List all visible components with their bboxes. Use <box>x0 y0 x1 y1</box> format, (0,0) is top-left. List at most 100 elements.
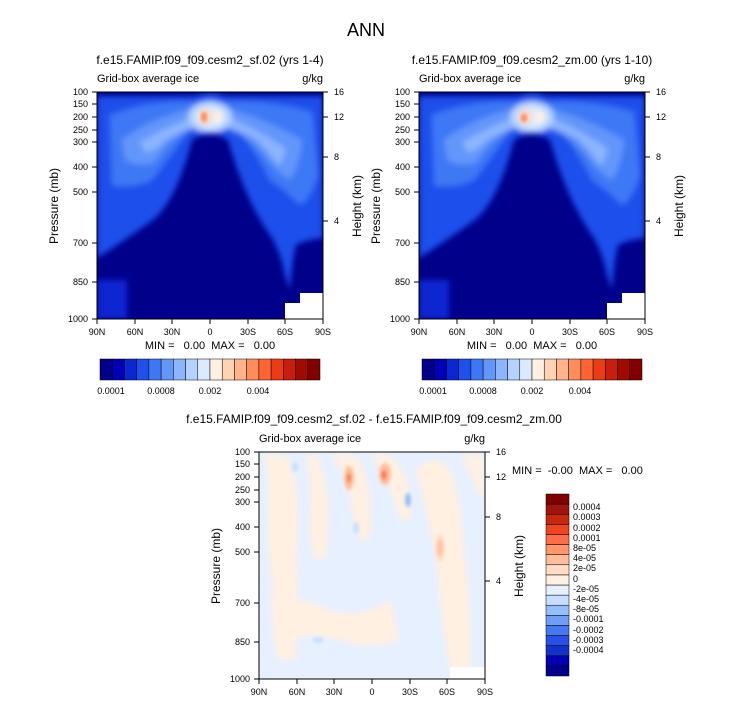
colorbar-label: -8e-05 <box>573 604 599 614</box>
colorbar-swatch <box>545 635 570 646</box>
colorbar-swatch <box>545 493 570 505</box>
colorbar-swatch <box>592 358 606 381</box>
colorbar <box>545 493 570 677</box>
colorbar-swatch <box>545 524 570 535</box>
colorbar-swatch <box>197 358 211 381</box>
colorbar-label: 0.002 <box>521 386 544 396</box>
y-tick-label: 100 <box>395 87 410 97</box>
x-tick-label: 0 <box>529 327 534 337</box>
colorbar-label: 0.0001 <box>573 533 601 543</box>
y-tick-label: 700 <box>395 238 410 248</box>
x-tick-label: 60S <box>277 327 293 337</box>
y-right-tick-label: 16 <box>656 87 666 97</box>
colorbar-swatch <box>136 358 150 381</box>
colorbar-swatch <box>545 625 570 636</box>
colorbar-label: 8e-05 <box>573 543 596 553</box>
colorbar-swatch <box>545 604 570 616</box>
contour-field <box>97 92 323 319</box>
y-right-tick-label: 12 <box>496 472 506 482</box>
min-max-label: MIN = -0.00 MAX = 0.00 <box>512 465 643 477</box>
min-max-label: MIN = 0.00 MAX = 0.00 <box>145 340 275 352</box>
colorbar-swatch <box>545 574 570 586</box>
colorbar-swatch <box>545 513 570 525</box>
x-tick-label: 90S <box>637 327 653 337</box>
colorbar-labels: 0.0004 0.0003 0.0002 0.0001 8e-05 4e-05 … <box>573 502 604 655</box>
panel-title: f.e15.FAMIP.f09_f09.cesm2_sf.02 - f.e15.… <box>186 412 562 426</box>
panel-difference: f.e15.FAMIP.f09_f09.cesm2_sf.02 - f.e15.… <box>186 412 643 697</box>
y-axis-title: Pressure (mb) <box>369 168 383 244</box>
y-tick-label: 200 <box>73 112 88 122</box>
y-tick-label: 300 <box>73 137 88 147</box>
x-tick-label: 90N <box>89 327 106 337</box>
contour-field <box>259 452 485 679</box>
colorbar-swatch <box>173 358 186 381</box>
colorbar-swatch <box>148 358 162 381</box>
y-axis-left: 100 150 200 250 300 400 500 700 850 1000… <box>47 87 97 324</box>
x-tick-label: 60N <box>449 327 466 337</box>
colorbar-label: -0.0003 <box>573 635 604 645</box>
y-tick-label: 250 <box>395 125 410 135</box>
y-right-axis-title: Height (km) <box>672 175 686 237</box>
colorbar-label: -0.0002 <box>573 625 604 635</box>
y-axis-title: Pressure (mb) <box>47 168 61 244</box>
colorbar-label: -0.0001 <box>573 614 604 624</box>
colorbar-swatch <box>556 358 569 381</box>
x-tick-label: 30S <box>402 687 418 697</box>
y-tick-label: 250 <box>73 125 88 135</box>
colorbar-label: 0 <box>573 574 578 584</box>
y-right-tick-label: 4 <box>496 576 501 586</box>
y-tick-label: 850 <box>395 277 410 287</box>
colorbar-swatch <box>185 358 199 381</box>
colorbar-swatch <box>545 594 570 606</box>
colorbar-swatch <box>545 534 570 545</box>
units-label: g/kg <box>624 73 645 85</box>
y-tick-label: 200 <box>235 472 250 482</box>
y-right-tick-label: 16 <box>334 87 344 97</box>
y-axis-left: 100 150 200 250 300 400 500 700 850 1000… <box>369 87 419 324</box>
panel-title: f.e15.FAMIP.f09_f09.cesm2_sf.02 (yrs 1-4… <box>96 53 323 67</box>
colorbar-label: 0.0008 <box>147 386 175 396</box>
x-tick-label: 90N <box>411 327 428 337</box>
colorbar-swatch <box>458 358 472 381</box>
colorbar-swatch <box>446 358 459 381</box>
y-right-axis-title: Height (km) <box>512 535 526 597</box>
colorbar-swatch <box>160 358 174 381</box>
x-tick-label: 30N <box>486 327 503 337</box>
colorbar-swatch <box>545 584 570 596</box>
x-axis: 90N 60N 30N 0 30S 60S 90S <box>411 319 653 337</box>
colorbar-label: 0.0008 <box>469 386 497 396</box>
colorbar-label: 0.0001 <box>419 386 447 396</box>
y-axis-right: 16 12 8 4 Height (km) <box>485 447 526 597</box>
colorbar-swatch <box>531 358 545 381</box>
colorbar-swatch <box>545 554 570 566</box>
x-tick-label: 90N <box>251 687 268 697</box>
panel-zm00: f.e15.FAMIP.f09_f09.cesm2_zm.00 (yrs 1-1… <box>369 53 686 396</box>
y-tick-label: 1000 <box>68 314 88 324</box>
y-tick-label: 200 <box>395 112 410 122</box>
y-tick-label: 700 <box>73 238 88 248</box>
y-tick-label: 150 <box>235 459 250 469</box>
colorbar-swatch <box>545 503 570 515</box>
colorbar-swatch <box>124 358 137 381</box>
y-tick-label: 300 <box>235 497 250 507</box>
colorbar-label: 0.004 <box>569 386 592 396</box>
colorbar-label: 0.0003 <box>573 512 601 522</box>
x-tick-label: 30S <box>562 327 578 337</box>
colorbar-swatch <box>283 358 296 381</box>
colorbar-label: 0.0002 <box>573 523 601 533</box>
colorbar-swatch <box>209 358 223 381</box>
colorbar-swatch <box>221 358 235 381</box>
colorbar-label: 4e-05 <box>573 553 596 563</box>
colorbar-swatch <box>580 358 594 381</box>
x-tick-label: 60N <box>289 687 306 697</box>
x-tick-label: 30N <box>326 687 343 697</box>
colorbar-swatch <box>545 615 570 626</box>
x-tick-label: 30S <box>240 327 256 337</box>
colorbar-swatch <box>545 655 570 667</box>
panel-sf02: f.e15.FAMIP.f09_f09.cesm2_sf.02 (yrs 1-4… <box>47 53 364 396</box>
colorbar-swatch <box>421 358 435 381</box>
colorbar-swatch <box>470 358 484 381</box>
colorbar <box>421 358 643 381</box>
panel-subtitle: Grid-box average ice <box>419 73 521 85</box>
